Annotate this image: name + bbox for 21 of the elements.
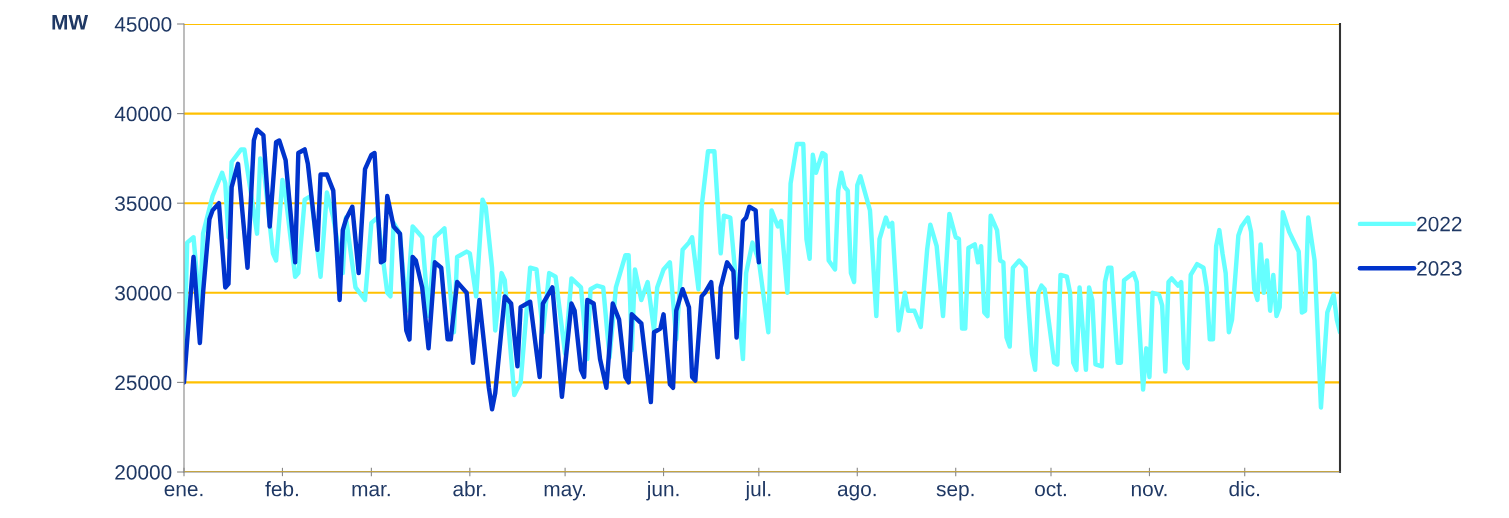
x-tick-label: dic. <box>1229 481 1260 497</box>
y-tick-label: 20000 <box>115 465 172 480</box>
x-tick-label: ago. <box>837 484 876 501</box>
legend-label: 2022 <box>1417 216 1462 232</box>
x-tick-label: sep. <box>936 484 974 501</box>
x-tick-label: mar. <box>352 484 390 497</box>
y-tick-label: 35000 <box>115 196 172 211</box>
x-tick-label: jul. <box>745 481 771 501</box>
x-tick-label: feb. <box>265 481 298 497</box>
y-axis-title: MW <box>52 15 89 30</box>
y-tick-label: 45000 <box>114 17 172 32</box>
x-tick-label: abr. <box>453 481 486 497</box>
x-tick-label: nov. <box>1131 484 1167 497</box>
x-tick-label: may. <box>544 484 585 501</box>
y-tick-label: 25000 <box>115 375 172 391</box>
y-tick-label: 30000 <box>115 285 172 301</box>
x-tick-label: ene. <box>164 484 203 497</box>
x-tick-label: oct. <box>1035 482 1066 497</box>
legend-label: 2023 <box>1417 261 1462 276</box>
y-tick-label: 40000 <box>114 106 172 122</box>
x-tick-label: jun. <box>646 481 679 501</box>
